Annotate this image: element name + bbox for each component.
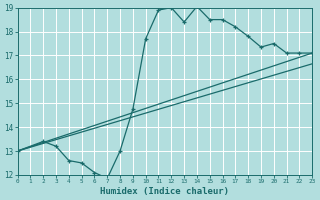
X-axis label: Humidex (Indice chaleur): Humidex (Indice chaleur) (100, 187, 229, 196)
